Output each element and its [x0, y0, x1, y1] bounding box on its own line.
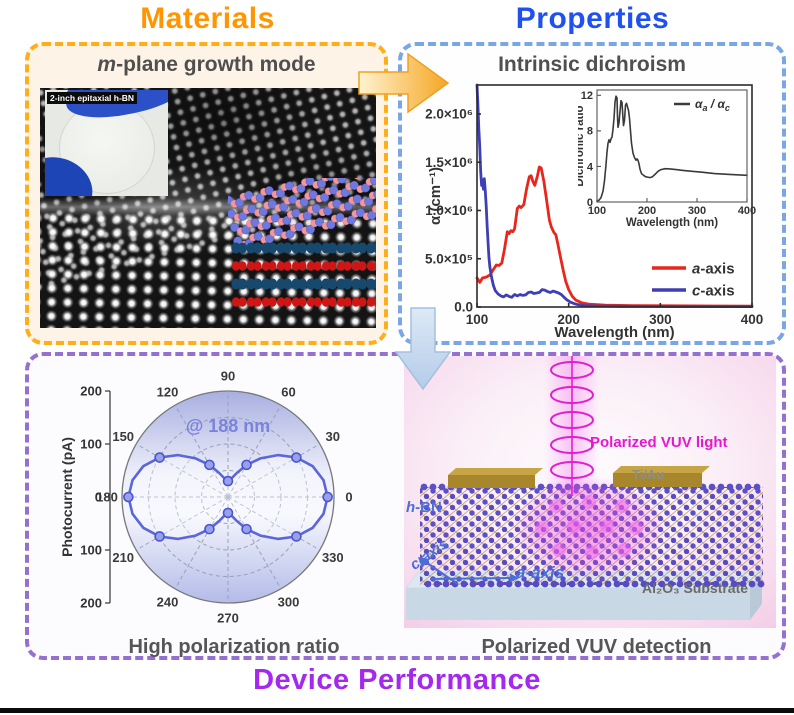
atomic-model-overlay — [228, 178, 376, 307]
svg-text:1.0×10⁶: 1.0×10⁶ — [425, 203, 473, 218]
electrode-label: Ti/Au — [632, 467, 665, 482]
properties-panel-title: Intrinsic dichroism — [498, 53, 686, 76]
svg-text:300: 300 — [278, 594, 300, 609]
hbn-crystal — [420, 476, 765, 588]
svg-text:Dichronic ratio: Dichronic ratio — [578, 105, 586, 186]
substrate-label: Al₂O₃ Substrate — [642, 580, 749, 596]
svg-text:60: 60 — [281, 385, 295, 400]
wafer-photo-inset: 2-inch epitaxial h-BN — [45, 90, 168, 196]
svg-text:0: 0 — [345, 490, 352, 505]
polarized-light-label: Polarized VUV light — [590, 434, 728, 451]
tem-image: 2-inch epitaxial h-BN — [40, 88, 376, 328]
bottom-rule — [0, 708, 794, 713]
svg-text:30: 30 — [326, 429, 340, 444]
vuv-beam — [544, 356, 600, 496]
svg-text:200: 200 — [638, 205, 656, 217]
svg-text:12: 12 — [581, 90, 593, 102]
svg-text:90: 90 — [221, 369, 235, 384]
device-schematic: Polarized VUV light Ti/Au h-BN c-axis a-… — [404, 356, 776, 632]
svg-text:100: 100 — [588, 205, 606, 217]
section-header-materials: Materials — [140, 2, 275, 35]
arrow-right-icon — [358, 52, 450, 114]
hbn-label-text: h-BN — [406, 499, 442, 516]
svg-text:8: 8 — [587, 126, 593, 138]
device-performance-panel: 0 30 60 90 120 150 180 210 240 270 300 330 @ 188 nm 2… — [25, 352, 786, 660]
section-header-device-performance: Device Performance — [253, 664, 541, 696]
svg-text:4: 4 — [587, 161, 594, 173]
svg-text:0: 0 — [95, 490, 102, 505]
svg-text:200: 200 — [80, 384, 102, 399]
svg-text:100: 100 — [80, 543, 102, 558]
svg-text:5.0×10⁵: 5.0×10⁵ — [425, 251, 473, 266]
svg-text:Wavelength (nm): Wavelength (nm) — [626, 217, 718, 229]
polar-caption: High polarization ratio — [128, 636, 340, 658]
svg-text:c-axis: c-axis — [692, 282, 735, 299]
svg-text:240: 240 — [157, 594, 179, 609]
svg-text:400: 400 — [741, 312, 764, 327]
svg-text:0.0: 0.0 — [454, 300, 473, 315]
svg-text:200: 200 — [557, 312, 580, 327]
svg-text:210: 210 — [112, 550, 134, 565]
device-schematic-drawing — [404, 356, 776, 628]
svg-text:α (cm⁻¹): α (cm⁻¹) — [427, 167, 444, 225]
svg-text:αa / αc: αa / αc — [695, 97, 730, 113]
svg-text:1.5×10⁶: 1.5×10⁶ — [425, 155, 473, 170]
svg-text:200: 200 — [80, 596, 102, 611]
materials-title-text: m-plane growth mode — [97, 53, 316, 76]
svg-text:100: 100 — [80, 437, 102, 452]
svg-text:0: 0 — [587, 197, 593, 209]
svg-text:300: 300 — [649, 312, 672, 327]
svg-text:150: 150 — [112, 429, 134, 444]
a-axis-label: a-axis — [516, 563, 565, 582]
wafer-inset-label: 2-inch epitaxial h-BN — [47, 92, 138, 104]
device-caption: Polarized VUV detection — [481, 636, 712, 658]
svg-text:120: 120 — [157, 385, 179, 400]
svg-text:300: 300 — [688, 205, 706, 217]
svg-text:Wavelength (nm): Wavelength (nm) — [554, 324, 674, 341]
svg-text:Photocurrent (pA): Photocurrent (pA) — [59, 437, 75, 557]
materials-panel: m-plane growth mode 2-inch epitaxial h-B… — [25, 42, 388, 345]
materials-panel-title: m-plane growth mode — [29, 53, 384, 77]
svg-text:100: 100 — [466, 312, 489, 327]
svg-text:2.0×10⁶: 2.0×10⁶ — [425, 107, 473, 122]
dichroic-ratio-inset-chart: 100 200 300 400 0 4 8 12 Wavelength (nm) Dichroni… — [578, 89, 756, 229]
crystal-axes-arrows — [418, 557, 519, 585]
svg-text:a-axis: a-axis — [692, 260, 735, 277]
properties-panel: Intrinsic dichroism 100 200 300 400 0.0 5.0×1… — [398, 42, 786, 345]
svg-text:330: 330 — [322, 550, 344, 565]
electrode-left — [448, 468, 543, 488]
electrode-right — [613, 466, 710, 487]
svg-text:400: 400 — [738, 205, 756, 217]
svg-text:@ 188 nm: @ 188 nm — [186, 416, 271, 436]
hbn-label: h-BN — [406, 499, 442, 516]
arrow-down-icon — [394, 307, 452, 391]
section-header-properties: Properties — [515, 2, 670, 35]
svg-text:270: 270 — [217, 611, 239, 626]
